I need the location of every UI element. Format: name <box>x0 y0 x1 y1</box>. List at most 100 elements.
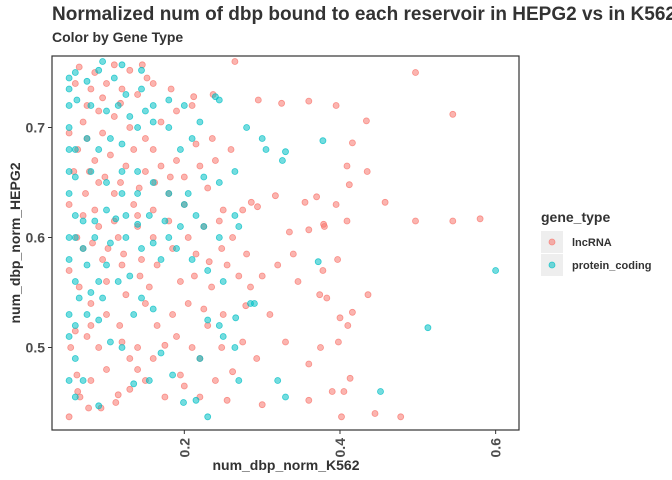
point-protein_coding-83 <box>107 135 114 142</box>
point-lncRNA-108 <box>192 250 200 258</box>
point-protein_coding-0 <box>492 267 500 274</box>
y-axis-title: num_dbp_norm_HEPG2 <box>7 162 23 323</box>
point-lncRNA-170 <box>138 256 145 263</box>
point-protein_coding-57 <box>99 294 106 302</box>
point-protein_coding-1 <box>424 324 432 332</box>
point-lncRNA-161 <box>101 173 109 181</box>
point-protein_coding-100 <box>65 85 73 93</box>
point-lncRNA-116 <box>95 179 103 186</box>
point-lncRNA-168 <box>104 245 112 252</box>
point-lncRNA-46 <box>184 300 192 307</box>
point-lncRNA-102 <box>184 234 192 241</box>
point-lncRNA-29 <box>289 250 297 258</box>
point-lncRNA-123 <box>211 157 219 164</box>
point-protein_coding-101 <box>73 96 81 104</box>
point-protein_coding-103 <box>103 107 110 115</box>
point-lncRNA-175 <box>103 366 110 373</box>
point-protein_coding-52 <box>138 294 145 302</box>
point-lncRNA-162 <box>117 179 124 186</box>
point-protein_coding-119 <box>122 234 130 241</box>
point-lncRNA-36 <box>364 291 372 299</box>
point-protein_coding-85 <box>134 124 142 131</box>
x-axis-title: num_dbp_norm_K562 <box>212 457 359 473</box>
point-lncRNA-4 <box>332 102 340 109</box>
point-protein_coding-10 <box>231 168 239 175</box>
point-protein_coding-43 <box>71 212 79 219</box>
point-lncRNA-191 <box>204 184 212 192</box>
point-protein_coding-46 <box>71 278 79 285</box>
point-lncRNA-32 <box>319 267 327 274</box>
point-lncRNA-25 <box>254 203 261 211</box>
point-lncRNA-136 <box>95 107 103 115</box>
point-lncRNA-5 <box>305 97 313 105</box>
point-lncRNA-35 <box>344 322 352 329</box>
point-protein_coding-34 <box>161 217 169 225</box>
point-protein_coding-75 <box>118 168 126 175</box>
point-protein_coding-39 <box>112 215 120 223</box>
point-protein_coding-5 <box>282 148 289 156</box>
point-lncRNA-85 <box>239 338 247 346</box>
point-lncRNA-154 <box>138 61 146 69</box>
point-lncRNA-97 <box>99 256 106 263</box>
chart-title: Normalized num of dbp bound to each rese… <box>52 4 672 25</box>
point-lncRNA-185 <box>145 283 153 291</box>
point-protein_coding-78 <box>71 173 79 181</box>
point-protein_coding-17 <box>192 396 200 404</box>
point-lncRNA-54 <box>346 374 354 382</box>
point-protein_coding-55 <box>118 344 126 351</box>
point-lncRNA-150 <box>75 63 83 71</box>
legend-key-lncRNA <box>548 238 556 246</box>
point-protein_coding-20 <box>247 300 254 307</box>
point-protein_coding-124 <box>204 267 212 274</box>
point-lncRNA-155 <box>143 74 151 82</box>
point-protein_coding-98 <box>83 77 91 85</box>
point-lncRNA-144 <box>149 80 157 87</box>
point-lncRNA-100 <box>153 261 161 269</box>
point-lncRNA-12 <box>345 181 353 189</box>
x-tick-label: 0.6 <box>488 438 504 458</box>
point-protein_coding-96 <box>110 74 118 82</box>
point-lncRNA-95 <box>65 267 73 274</box>
y-axis-ticks: 0.5 0.6 0.7 <box>26 120 52 356</box>
point-protein_coding-27 <box>231 212 239 219</box>
point-protein_coding-13 <box>274 377 282 384</box>
point-lncRNA-124 <box>227 146 235 153</box>
point-lncRNA-139 <box>141 135 149 142</box>
point-lncRNA-37 <box>348 308 356 316</box>
point-lncRNA-39 <box>294 278 302 285</box>
point-lncRNA-131 <box>107 151 114 159</box>
point-protein_coding-12 <box>211 93 219 101</box>
point-lncRNA-184 <box>161 341 169 349</box>
point-lncRNA-6 <box>278 99 286 107</box>
point-protein_coding-115 <box>71 234 79 241</box>
point-lncRNA-61 <box>258 401 266 409</box>
point-protein_coding-88 <box>176 146 184 153</box>
point-lncRNA-82 <box>188 344 196 351</box>
point-lncRNA-68 <box>126 355 134 362</box>
point-protein_coding-56 <box>107 338 114 346</box>
point-protein_coding-45 <box>65 256 73 263</box>
point-lncRNA-127 <box>173 157 180 164</box>
point-lncRNA-126 <box>192 140 200 148</box>
point-lncRNA-195 <box>99 129 106 137</box>
point-protein_coding-70 <box>169 371 177 379</box>
chart-subtitle: Color by Gene Type <box>52 29 183 45</box>
point-protein_coding-120 <box>138 245 145 252</box>
point-protein_coding-125 <box>219 278 227 285</box>
point-lncRNA-91 <box>122 291 130 299</box>
point-lncRNA-187 <box>200 305 208 313</box>
point-protein_coding-50 <box>114 278 122 285</box>
point-protein_coding-54 <box>130 311 138 318</box>
point-protein_coding-14 <box>282 393 289 401</box>
point-lncRNA-138 <box>126 124 134 131</box>
x-tick-label: 0.4 <box>332 438 348 458</box>
point-lncRNA-122 <box>196 162 204 170</box>
point-protein_coding-82 <box>95 146 103 153</box>
point-lncRNA-152 <box>110 61 118 69</box>
point-lncRNA-146 <box>118 85 126 93</box>
point-lncRNA-177 <box>74 388 82 395</box>
point-protein_coding-66 <box>79 377 87 384</box>
point-lncRNA-92 <box>103 278 110 285</box>
point-protein_coding-95 <box>122 91 130 98</box>
point-protein_coding-121 <box>157 256 165 263</box>
